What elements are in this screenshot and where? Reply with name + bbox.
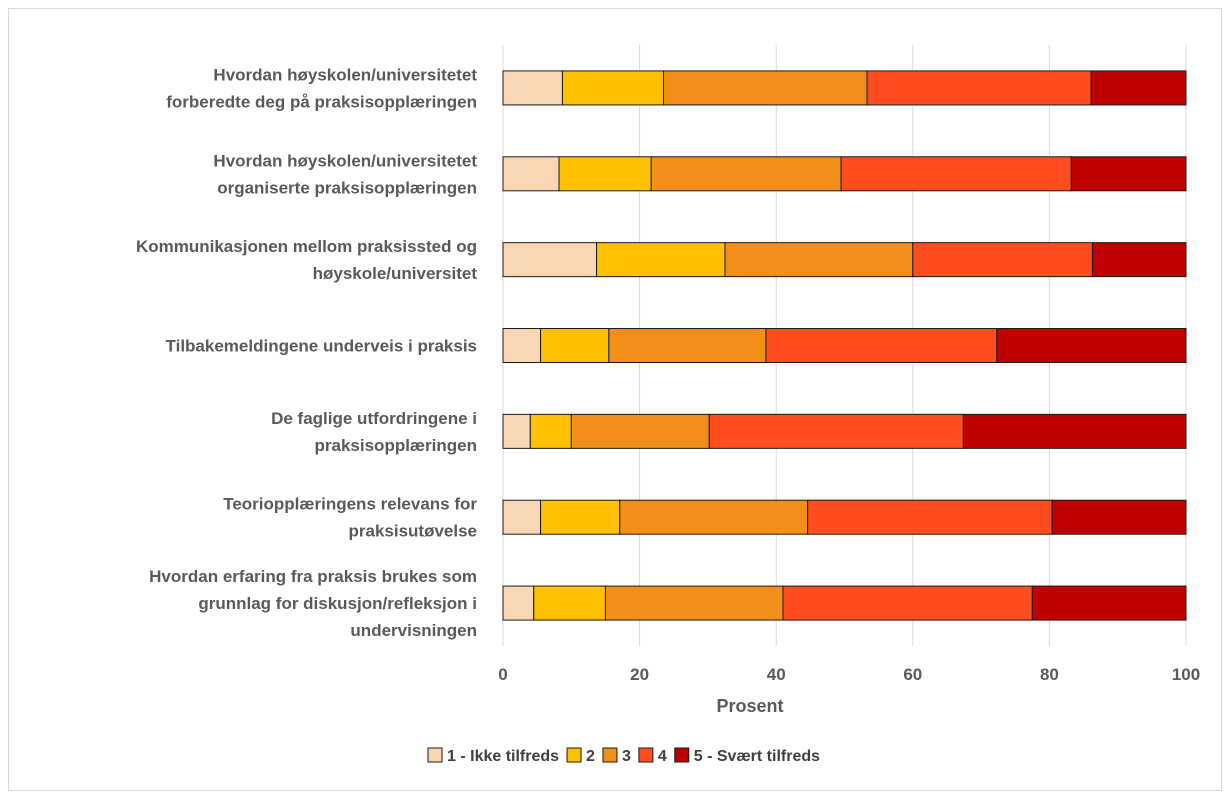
bar-segment [502, 328, 542, 363]
category-label: Hvordan høyskolen/universitetet [213, 65, 477, 84]
category-label: grunnlag for diskusjon/refleksjon i [198, 594, 477, 613]
x-tick-label: 40 [767, 665, 786, 684]
category-label: Tilbakemeldingene underveis i praksis [166, 337, 477, 356]
bar-segment [1070, 156, 1187, 192]
x-tick-label: 20 [630, 665, 649, 684]
bar-segment [782, 585, 1033, 621]
category-label: praksisutøvelse [348, 522, 477, 541]
x-tick-labels: 0 20 40 60 80 100 [498, 665, 1200, 684]
bar-segment [1051, 499, 1187, 535]
legend-swatch [638, 747, 654, 763]
bar-segment [765, 328, 998, 363]
bar-segment [866, 70, 1092, 106]
legend-label: 5 - Svært tilfreds [694, 748, 820, 765]
bar-segment [561, 70, 665, 106]
bar-segment [502, 413, 531, 449]
bar-segment [502, 242, 598, 278]
bar-segment [912, 242, 1093, 278]
category-label: Teoriopplæringens relevans for [223, 495, 477, 514]
bar-segment [1091, 242, 1187, 278]
x-tick-label: 0 [498, 665, 507, 684]
bar-segment [502, 585, 535, 621]
category-label: organiserte praksisopplæringen [217, 178, 477, 197]
legend-swatch [674, 747, 690, 763]
x-axis-title: Prosent [716, 696, 783, 716]
bar-segment [1090, 70, 1187, 106]
bar-segment [724, 242, 914, 278]
category-label: praksisopplæringen [315, 436, 477, 455]
category-label: Hvordan høyskolen/universitetet [213, 151, 477, 170]
category-label: Hvordan erfaring fra praksis brukes som [149, 567, 477, 586]
x-tick-label: 80 [1040, 665, 1059, 684]
category-label: De faglige utfordringene i [271, 409, 477, 428]
legend-label: 2 [586, 748, 595, 765]
category-label: høyskole/universitet [313, 264, 478, 283]
legend-swatch [566, 747, 582, 763]
bar-segment [558, 156, 652, 192]
category-label: forberedte deg på praksisopplæringen [166, 92, 477, 111]
bar-segment [502, 499, 542, 535]
bar-segment [540, 328, 610, 363]
bar-segment [996, 328, 1187, 363]
bar-segment [663, 70, 868, 106]
category-labels: Hvordan høyskolen/universitetet forberedt… [136, 65, 477, 640]
bar-segment [529, 413, 572, 449]
bar-segment [807, 499, 1053, 535]
legend-label: 3 [622, 748, 631, 765]
category-label: Kommunikasjonen mellom praksissted og [136, 237, 477, 256]
bar-segment [608, 328, 767, 363]
legend-label: 1 - Ikke tilfreds [447, 748, 559, 765]
legend-swatch [427, 747, 443, 763]
bar-segment [596, 242, 726, 278]
bar-segment [604, 585, 784, 621]
bar-segment [502, 70, 563, 106]
x-tick-label: 100 [1172, 665, 1200, 684]
legend-label: 4 [658, 748, 667, 765]
bar-segment [540, 499, 621, 535]
x-tick-label: 60 [903, 665, 922, 684]
legend-swatch [602, 747, 618, 763]
bars [502, 70, 1187, 621]
bar-segment [533, 585, 606, 621]
legend: 1 - Ikke tilfreds 2 3 4 5 - Svært tilfreds [427, 747, 820, 765]
bar-segment [502, 156, 560, 192]
bar-segment [619, 499, 809, 535]
bar-segment [708, 413, 964, 449]
category-label: undervisningen [350, 621, 477, 640]
bar-segment [1031, 585, 1187, 621]
chart-frame [8, 8, 1222, 791]
bar-segment [840, 156, 1072, 192]
bar-segment [962, 413, 1187, 449]
bar-segment [570, 413, 710, 449]
bar-segment [650, 156, 842, 192]
